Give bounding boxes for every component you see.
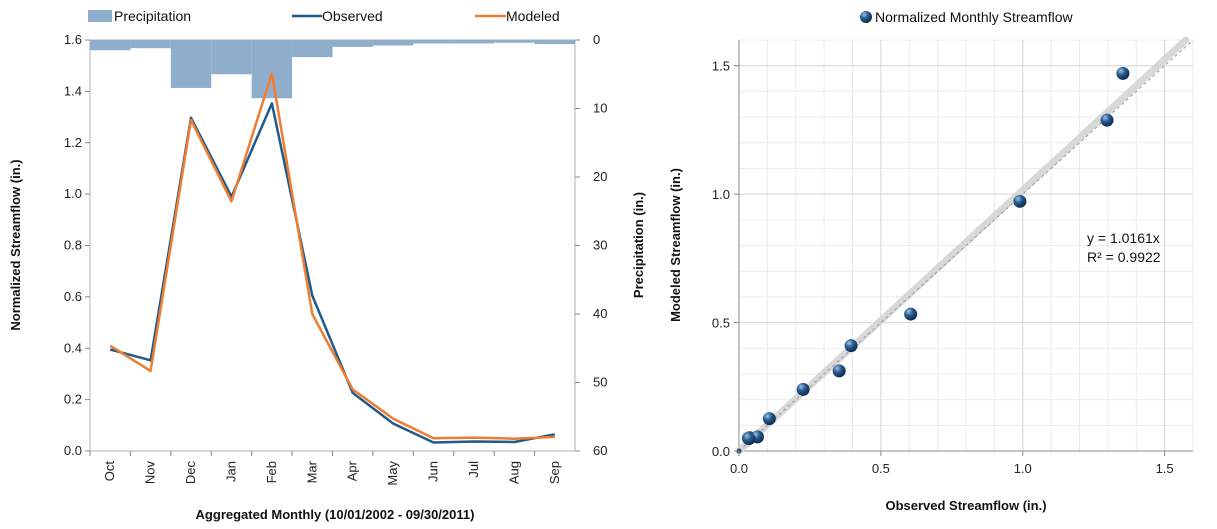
scatter-x-tick-label: 1.0 — [1014, 461, 1032, 476]
left-legend: Precipitation Observed Modeled — [88, 8, 560, 24]
right-y-axis-title: Precipitation (in.) — [631, 192, 646, 298]
left-y-tick-label: 0.6 — [64, 289, 82, 304]
right-y-tick-label: 20 — [593, 169, 607, 184]
precip-bar-jan — [211, 40, 252, 75]
left-y-tick-label: 0.0 — [64, 443, 82, 458]
scatter-x-tick-label: 1.5 — [1156, 461, 1174, 476]
right-y-tick-label: 60 — [593, 443, 607, 458]
trendline-equation: y = 1.0161x — [1087, 230, 1160, 246]
precip-bar-apr — [332, 40, 373, 47]
precip-bar-jun — [413, 40, 454, 44]
x-axis-title: Aggregated Monthly (10/01/2002 - 09/30/2… — [196, 507, 475, 522]
precip-bar-jul — [453, 40, 495, 44]
trendline — [735, 36, 1190, 455]
x-tick-label-may: May — [385, 461, 400, 486]
x-tick-label-jul: Jul — [466, 461, 481, 478]
scatter-legend-label: Normalized Monthly Streamflow — [875, 9, 1074, 25]
trendline-r-squared: R² = 0.9922 — [1087, 249, 1161, 265]
scatter-y-tick-labels: 0.0 0.5 1.0 1.5 — [712, 59, 739, 459]
left-y-tick-label: 0.8 — [64, 238, 82, 253]
scatter-gridlines — [739, 39, 1194, 451]
scatter-point — [762, 412, 776, 426]
right-y-tick-label: 40 — [593, 306, 607, 321]
scatter-x-tick-labels: 0.0 0.5 1.0 1.5 — [730, 451, 1174, 476]
left-plot-frame — [89, 39, 576, 452]
scatter-point — [832, 364, 846, 378]
left-y-tick-labels: 0.0 0.2 0.4 0.6 0.8 1.0 1.2 1.4 1.6 — [64, 32, 90, 458]
precip-bar-oct — [90, 40, 131, 51]
scatter-y-tick-label: 1.5 — [712, 59, 730, 74]
x-tick-label-apr: Apr — [345, 460, 360, 481]
scatter-legend: Normalized Monthly Streamflow — [860, 9, 1074, 25]
streamflow-lines — [109, 72, 556, 444]
right-chart: 0.0 0.5 1.0 1.5 0.0 0.5 1.0 1.5 Modeled Stream… — [668, 9, 1194, 513]
right-y-tick-label: 0 — [593, 32, 600, 47]
x-tick-label-sep: Sep — [547, 461, 562, 484]
x-tick-label-jan: Jan — [223, 461, 238, 482]
right-y-tick-label: 10 — [593, 101, 607, 116]
x-tick-label-oct: Oct — [102, 461, 117, 482]
x-tick-label-jun: Jun — [426, 461, 441, 482]
x-tick-label-nov: Nov — [143, 461, 158, 485]
scatter-point — [1013, 194, 1027, 208]
scatter-point — [1100, 113, 1114, 127]
precip-bar-feb — [251, 40, 293, 99]
scatter-x-axis-title: Observed Streamflow (in.) — [885, 498, 1046, 513]
precip-bar-nov — [130, 40, 171, 49]
x-tick-labels: Oct Nov Dec Jan Feb Mar Apr May Jun Jul Aug Sep — [89, 451, 562, 486]
right-y-tick-label: 30 — [593, 238, 607, 253]
scatter-point — [904, 307, 918, 321]
scatter-points — [736, 66, 1130, 454]
scatter-point — [1116, 66, 1130, 80]
x-tick-label-aug: Aug — [506, 461, 521, 484]
x-tick-label-dec: Dec — [183, 461, 198, 485]
scatter-y-tick-label: 0.0 — [712, 444, 730, 459]
left-chart: 0.0 0.2 0.4 0.6 0.8 1.0 1.2 1.4 1.6 0 10 20 30 40 50 6… — [8, 8, 646, 522]
precip-bar-sep — [534, 40, 575, 45]
scatter-legend-marker — [860, 11, 872, 23]
precip-bar-may — [372, 40, 414, 46]
precip-bar-aug — [494, 40, 535, 43]
left-y-tick-label: 1.0 — [64, 186, 82, 201]
left-y-axis-title: Normalized Streamflow (in.) — [8, 159, 23, 330]
scatter-x-tick-label: 0.0 — [730, 461, 748, 476]
precip-bar-dec — [170, 40, 212, 88]
legend-label-modeled: Modeled — [506, 8, 560, 24]
legend-label-precipitation: Precipitation — [114, 8, 191, 24]
left-y-tick-label: 1.4 — [64, 83, 82, 98]
legend-swatch-precipitation — [88, 10, 112, 22]
scatter-y-tick-label: 0.5 — [712, 316, 730, 331]
legend-label-observed: Observed — [322, 8, 383, 24]
scatter-point — [796, 382, 810, 396]
right-y-tick-label: 50 — [593, 375, 607, 390]
left-y-tick-label: 0.2 — [64, 392, 82, 407]
scatter-point — [742, 432, 756, 446]
scatter-fit-lines — [735, 36, 1194, 455]
observed-line — [109, 102, 556, 444]
left-y-tick-label: 1.6 — [64, 32, 82, 47]
precipitation-bars — [90, 40, 575, 99]
scatter-point — [844, 339, 858, 353]
right-y-tick-labels: 0 10 20 30 40 50 60 — [575, 32, 607, 458]
scatter-y-tick-label: 1.0 — [712, 187, 730, 202]
one-to-one-line — [738, 39, 1194, 452]
left-y-tick-label: 1.2 — [64, 135, 82, 150]
x-tick-label-feb: Feb — [264, 461, 279, 483]
scatter-x-tick-label: 0.5 — [872, 461, 890, 476]
precip-bar-mar — [292, 40, 333, 58]
x-tick-label-mar: Mar — [304, 460, 319, 483]
left-y-tick-label: 0.4 — [64, 340, 82, 355]
scatter-y-axis-title: Modeled Streamflow (in.) — [668, 168, 683, 322]
modeled-line — [109, 72, 555, 440]
